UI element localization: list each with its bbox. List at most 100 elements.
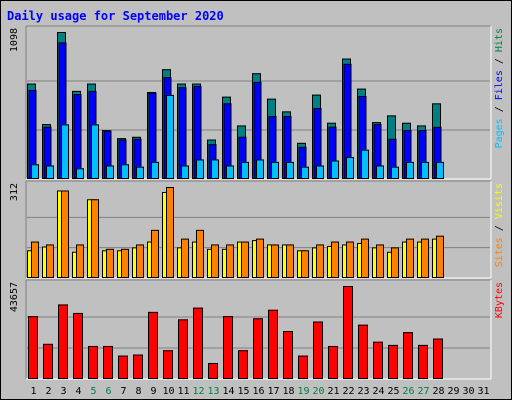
sites-bar-day-13-fill — [211, 244, 219, 278]
kbytes-bar-day-6 — [103, 345, 113, 379]
pages-bar-day-22 — [346, 157, 354, 179]
pages-bar-day-21-fill — [331, 160, 339, 179]
sites-bar-day-10-fill — [166, 187, 174, 278]
pages-bar-day-6 — [106, 165, 114, 180]
sites-bar-day-25 — [391, 247, 399, 278]
pages-bar-day-27-outline — [421, 161, 429, 179]
kbytes-bar-day-11-fill — [178, 319, 188, 379]
sites-bar-day-10-outline — [166, 187, 174, 278]
pages-bar-day-15-outline — [241, 161, 249, 179]
sites-bar-day-4-fill — [76, 244, 84, 278]
sites-bar-day-18 — [286, 244, 294, 278]
pages-bar-day-12-outline — [196, 159, 204, 179]
pages-bar-day-11 — [181, 165, 189, 180]
sites-bar-day-6-fill — [106, 248, 114, 278]
kbytes-bar-day-15 — [238, 350, 248, 380]
x-tick-label-day-8: 8 — [135, 386, 141, 397]
kbytes-bar-day-12-outline — [193, 307, 203, 379]
kbytes-bar-day-25-fill — [388, 344, 398, 379]
sites-bar-day-12-fill — [196, 229, 204, 278]
pages-bar-day-19-outline — [301, 166, 309, 179]
files-bar-day-7-fill — [118, 139, 127, 179]
panel-2-legend-part-0: KBytes — [494, 282, 505, 318]
pages-bar-day-7-outline — [121, 164, 129, 179]
pages-bar-day-14-outline — [226, 165, 234, 180]
kbytes-bar-day-8-fill — [133, 354, 143, 379]
pages-bar-day-22-fill — [346, 157, 354, 179]
kbytes-bar-day-28-fill — [433, 338, 443, 379]
pages-bar-day-16-outline — [256, 159, 264, 179]
files-bar-day-24-fill — [373, 124, 382, 179]
kbytes-bar-day-26 — [403, 332, 413, 380]
sites-bar-day-24-outline — [376, 244, 384, 278]
panel-1-legend-part-1: / — [494, 219, 505, 237]
files-bar-day-16-fill — [253, 81, 262, 179]
kbytes-bar-day-23-fill — [358, 324, 368, 379]
pages-bar-day-10-fill — [166, 94, 174, 179]
pages-bar-day-20-fill — [316, 165, 324, 179]
files-bar-day-27-fill — [418, 130, 427, 179]
sites-bar-day-18-outline — [286, 244, 294, 278]
sites-bar-day-22-outline — [346, 241, 354, 279]
x-tick-label-day-19: 19 — [297, 386, 309, 397]
x-tick-label-day-15: 15 — [237, 386, 249, 397]
kbytes-bar-day-10 — [163, 350, 173, 380]
kbytes-bar-day-23-outline — [358, 324, 368, 379]
kbytes-bar-day-10-outline — [163, 350, 173, 380]
files-bar-day-19-fill — [298, 146, 307, 179]
x-tick-label-day-29: 29 — [447, 386, 459, 397]
sites-bar-day-2 — [46, 244, 54, 278]
sites-bar-day-19-fill — [301, 250, 309, 278]
kbytes-bar-day-6-fill — [103, 345, 113, 379]
pages-bar-day-16-fill — [256, 159, 264, 179]
files-bar-day-20-fill — [313, 108, 322, 179]
kbytes-bar-day-14 — [223, 316, 233, 379]
pages-bar-day-13-outline — [211, 159, 219, 179]
sites-bar-day-27 — [421, 238, 429, 278]
sites-bar-day-4-outline — [76, 244, 84, 278]
files-bar-day-14-fill — [223, 103, 232, 179]
pages-bar-day-17-outline — [271, 161, 279, 179]
kbytes-bar-day-4 — [73, 312, 83, 380]
kbytes-bar-day-24-fill — [373, 341, 383, 379]
x-tick-label-day-17: 17 — [267, 386, 279, 397]
kbytes-bar-day-6-outline — [103, 345, 113, 379]
sites-bar-day-24-fill — [376, 244, 384, 278]
x-tick-label-day-4: 4 — [75, 386, 81, 397]
pages-bar-day-28-fill — [436, 161, 444, 179]
sites-bar-day-2-fill — [46, 244, 54, 278]
kbytes-bar-day-27-fill — [418, 344, 428, 379]
panel-0-legend-part-4: Hits — [494, 28, 505, 52]
pages-bar-day-15-fill — [241, 161, 249, 179]
sites-bar-day-3 — [61, 190, 69, 278]
files-bar-day-15-fill — [238, 136, 247, 179]
files-bar-day-1-fill — [28, 89, 37, 179]
sites-bar-day-8 — [136, 244, 144, 278]
kbytes-bar-day-2-fill — [43, 343, 53, 379]
sites-bar-day-12 — [196, 229, 204, 278]
sites-bar-day-27-fill — [421, 238, 429, 278]
files-bar-day-28-fill — [433, 126, 442, 179]
pages-bar-day-12-fill — [196, 159, 204, 179]
kbytes-bar-day-11-outline — [178, 319, 188, 380]
sites-bar-day-26 — [406, 238, 414, 278]
sites-bar-day-1-outline — [31, 241, 39, 279]
pages-bar-day-18 — [286, 161, 294, 179]
pages-bar-day-10 — [166, 94, 174, 179]
kbytes-bar-day-15-outline — [238, 350, 248, 380]
files-bar-day-2-fill — [43, 126, 52, 179]
kbytes-bar-day-1-fill — [28, 316, 38, 379]
kbytes-bar-day-2 — [43, 343, 53, 379]
x-tick-label-day-18: 18 — [282, 386, 294, 397]
files-bar-day-22-fill — [343, 63, 352, 179]
sites-bar-day-22 — [346, 241, 354, 279]
pages-bar-day-17 — [271, 161, 279, 179]
pages-bar-day-5 — [91, 124, 99, 180]
pages-bar-day-6-fill — [106, 165, 114, 179]
sites-bar-day-11 — [181, 238, 189, 278]
sites-bar-day-18-fill — [286, 244, 294, 278]
pages-bar-day-9-fill — [151, 161, 159, 179]
kbytes-bar-day-13-fill — [208, 363, 218, 379]
pages-bar-day-4-outline — [76, 168, 84, 179]
sites-bar-day-16 — [256, 238, 264, 278]
